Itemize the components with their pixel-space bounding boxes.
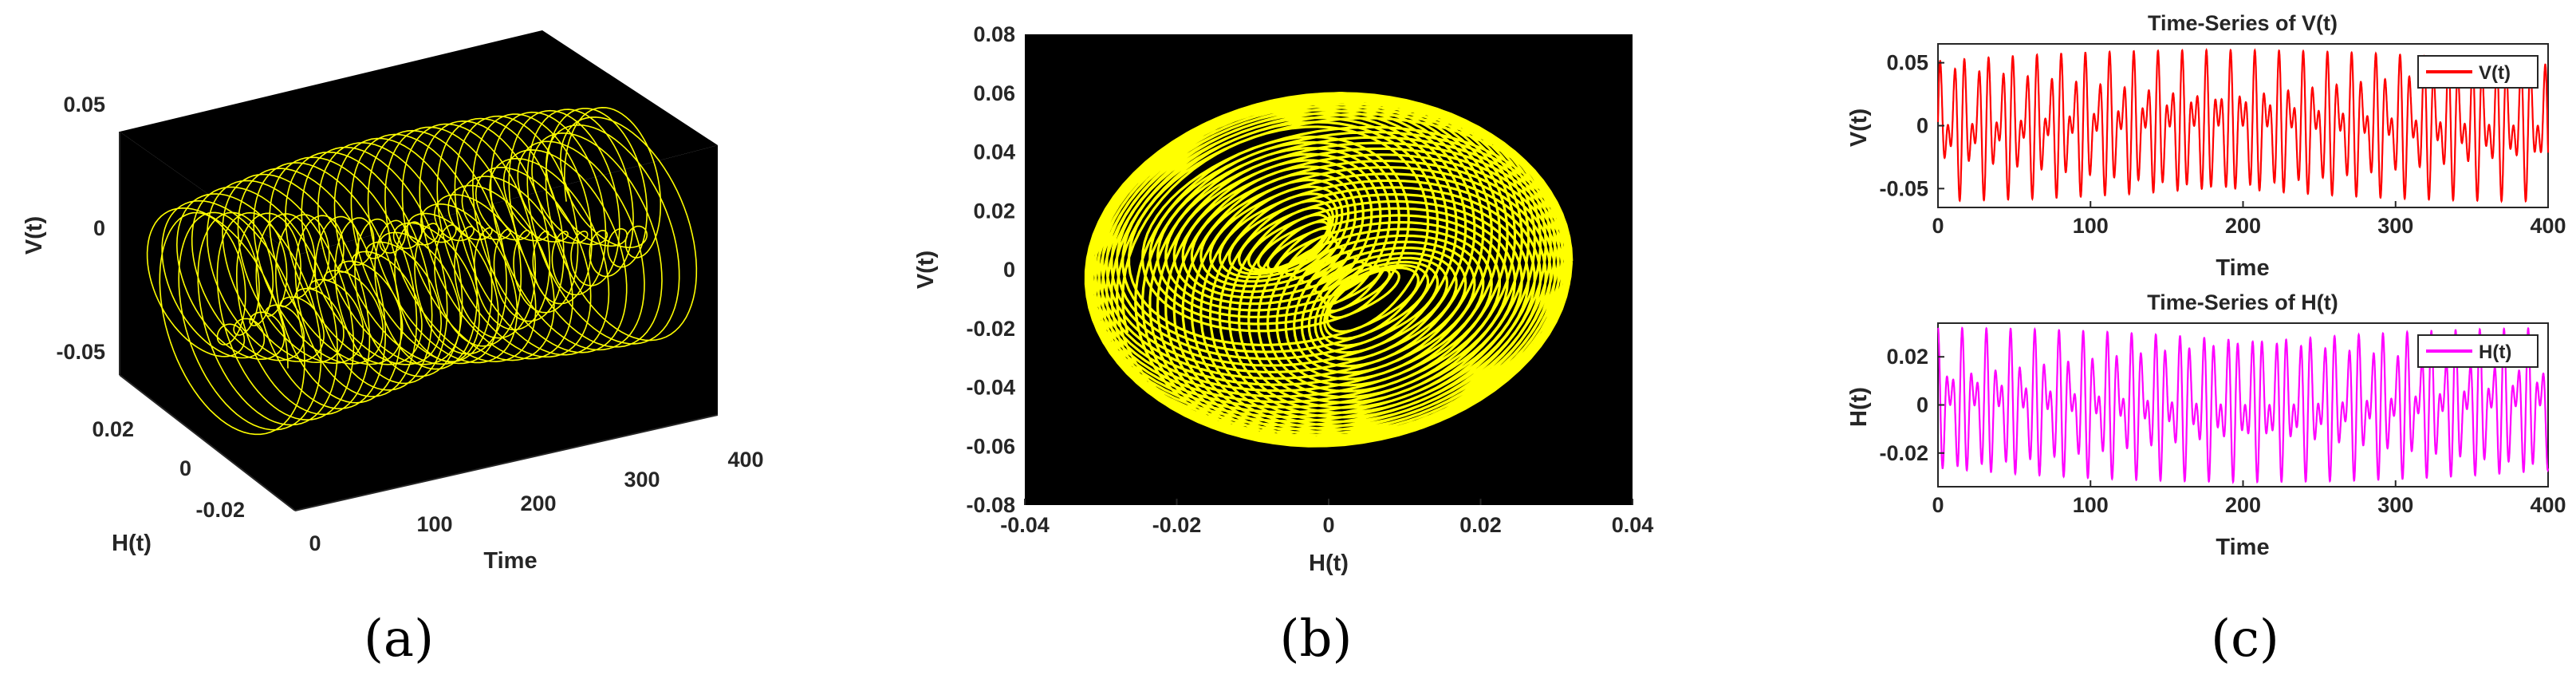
caption-b: (b): [1280, 610, 1353, 669]
ytick-label: 0: [1916, 393, 1928, 417]
ytick-label: 0.02: [1886, 345, 1928, 369]
xtick-label: 200: [2225, 493, 2261, 517]
panel-b-ytick-label: 0: [1003, 258, 1015, 282]
panel-b: -0.04 -0.02 0 0.02 0.04 0.08 0.06 0.04 0.02 0 -0.0…: [913, 22, 1653, 576]
ytick-label: 0.05: [1886, 51, 1928, 75]
ytick-label: -0.02: [1879, 441, 1928, 465]
ytick-label: -0.05: [1879, 176, 1928, 200]
panel-b-ytick-label: -0.08: [966, 493, 1015, 517]
panel-b-ticks: -0.04 -0.02 0 0.02 0.04 0.08 0.06 0.04 0.02 0 -0.0…: [966, 22, 1653, 537]
panel-a-zlabel: V(t): [22, 216, 47, 255]
panel-a-ytick-3: -0.02: [195, 498, 245, 522]
panel-a-floor: [120, 132, 718, 511]
panel-b-ytick-label: -0.02: [966, 317, 1015, 341]
panel-b-xtick-label: -0.04: [1000, 513, 1050, 537]
panel-b-xtick-label: -0.02: [1152, 513, 1202, 537]
panel-c1-legend: V(t): [2417, 55, 2539, 89]
panel-a-ytick-2: 0: [179, 456, 191, 480]
panel-b-ytick-label: 0.06: [973, 81, 1015, 105]
xtick-label: 400: [2530, 214, 2566, 238]
panel-b-trajectory-line: [1084, 92, 1574, 448]
panel-c1-series-line: [1936, 48, 2550, 203]
panel-c2-ylabel: H(t): [1846, 387, 1872, 427]
panel-b-ytick-label: 0.02: [973, 199, 1015, 223]
panel-a-ytick-1: 0.02: [92, 417, 134, 441]
panel-a-trajectory: [146, 106, 698, 436]
panel-a-ztick-2: 0: [93, 216, 105, 240]
ytick-label: 0: [1916, 114, 1928, 138]
panel-b-trajectory: [1084, 92, 1574, 448]
panel-a-ztick-3: -0.05: [56, 340, 105, 364]
panel-a-ylabel: H(t): [112, 531, 152, 556]
xtick-label: 0: [1932, 493, 1944, 517]
panel-a-xtick-2: 100: [416, 512, 452, 536]
panel-b-ylabel: V(t): [913, 251, 939, 289]
panel-c2-legend: H(t): [2417, 334, 2539, 368]
caption-c: (c): [2211, 610, 2279, 669]
panel-b-ytick-label: 0.04: [973, 140, 1015, 164]
panel-a-xtick-1: 0: [309, 531, 321, 555]
panel-c1-legend-label: V(t): [2479, 62, 2511, 84]
panel-b-xlabel: H(t): [1309, 551, 1349, 576]
panel-c1-series-path: [1936, 48, 2550, 203]
panel-c2-legend-label: H(t): [2479, 342, 2511, 363]
panel-b-ytick-label: -0.06: [966, 434, 1015, 458]
caption-a: (a): [364, 610, 434, 669]
panel-a-trajectory-line: [146, 106, 698, 436]
panel-b-xtick-label: 0.02: [1459, 513, 1502, 537]
panel-b-ytick-label: -0.04: [966, 376, 1015, 400]
xtick-label: 200: [2225, 214, 2261, 238]
panel-c1: Time-Series of V(t) 0 100 200 300 4000.050-0…: [1846, 11, 2566, 281]
xtick-label: 400: [2530, 493, 2566, 517]
xtick-label: 100: [2073, 214, 2109, 238]
panel-c2-ticks: 0 100 200 300 400 0.02 0 -0.02: [1879, 345, 2566, 517]
panel-a-xtick-4: 300: [624, 468, 660, 492]
panel-b-ytick-label: 0.08: [973, 22, 1015, 46]
panel-c1-ylabel: V(t): [1846, 109, 1872, 147]
panel-a-xtick-3: 200: [520, 492, 556, 515]
xtick-label: 0: [1932, 214, 1944, 238]
panel-a: 0.05 0 -0.05 V(t) 0.02 0 -0.02 H(t) 0 10…: [22, 30, 764, 574]
panel-a-back-wall: [120, 30, 718, 255]
panel-c1-title: Time-Series of V(t): [2148, 11, 2338, 35]
panel-a-xlabel: Time: [483, 548, 537, 574]
panel-b-xtick-label: 0.04: [1612, 513, 1654, 537]
xtick-label: 300: [2377, 214, 2413, 238]
panel-a-ztick-1: 0.05: [63, 93, 105, 116]
xtick-label: 300: [2377, 493, 2413, 517]
panel-b-xtick-label: 0: [1322, 513, 1334, 537]
panel-c2-title: Time-Series of H(t): [2147, 290, 2338, 314]
panel-c1-xlabel: Time: [2216, 255, 2269, 281]
panel-c2-xlabel: Time: [2216, 535, 2269, 560]
xtick-label: 100: [2073, 493, 2109, 517]
panel-c2: Time-Series of H(t) 0 100 200 300 400 0.02 0 -0…: [1846, 290, 2566, 560]
panel-a-xtick-5: 400: [727, 448, 763, 472]
